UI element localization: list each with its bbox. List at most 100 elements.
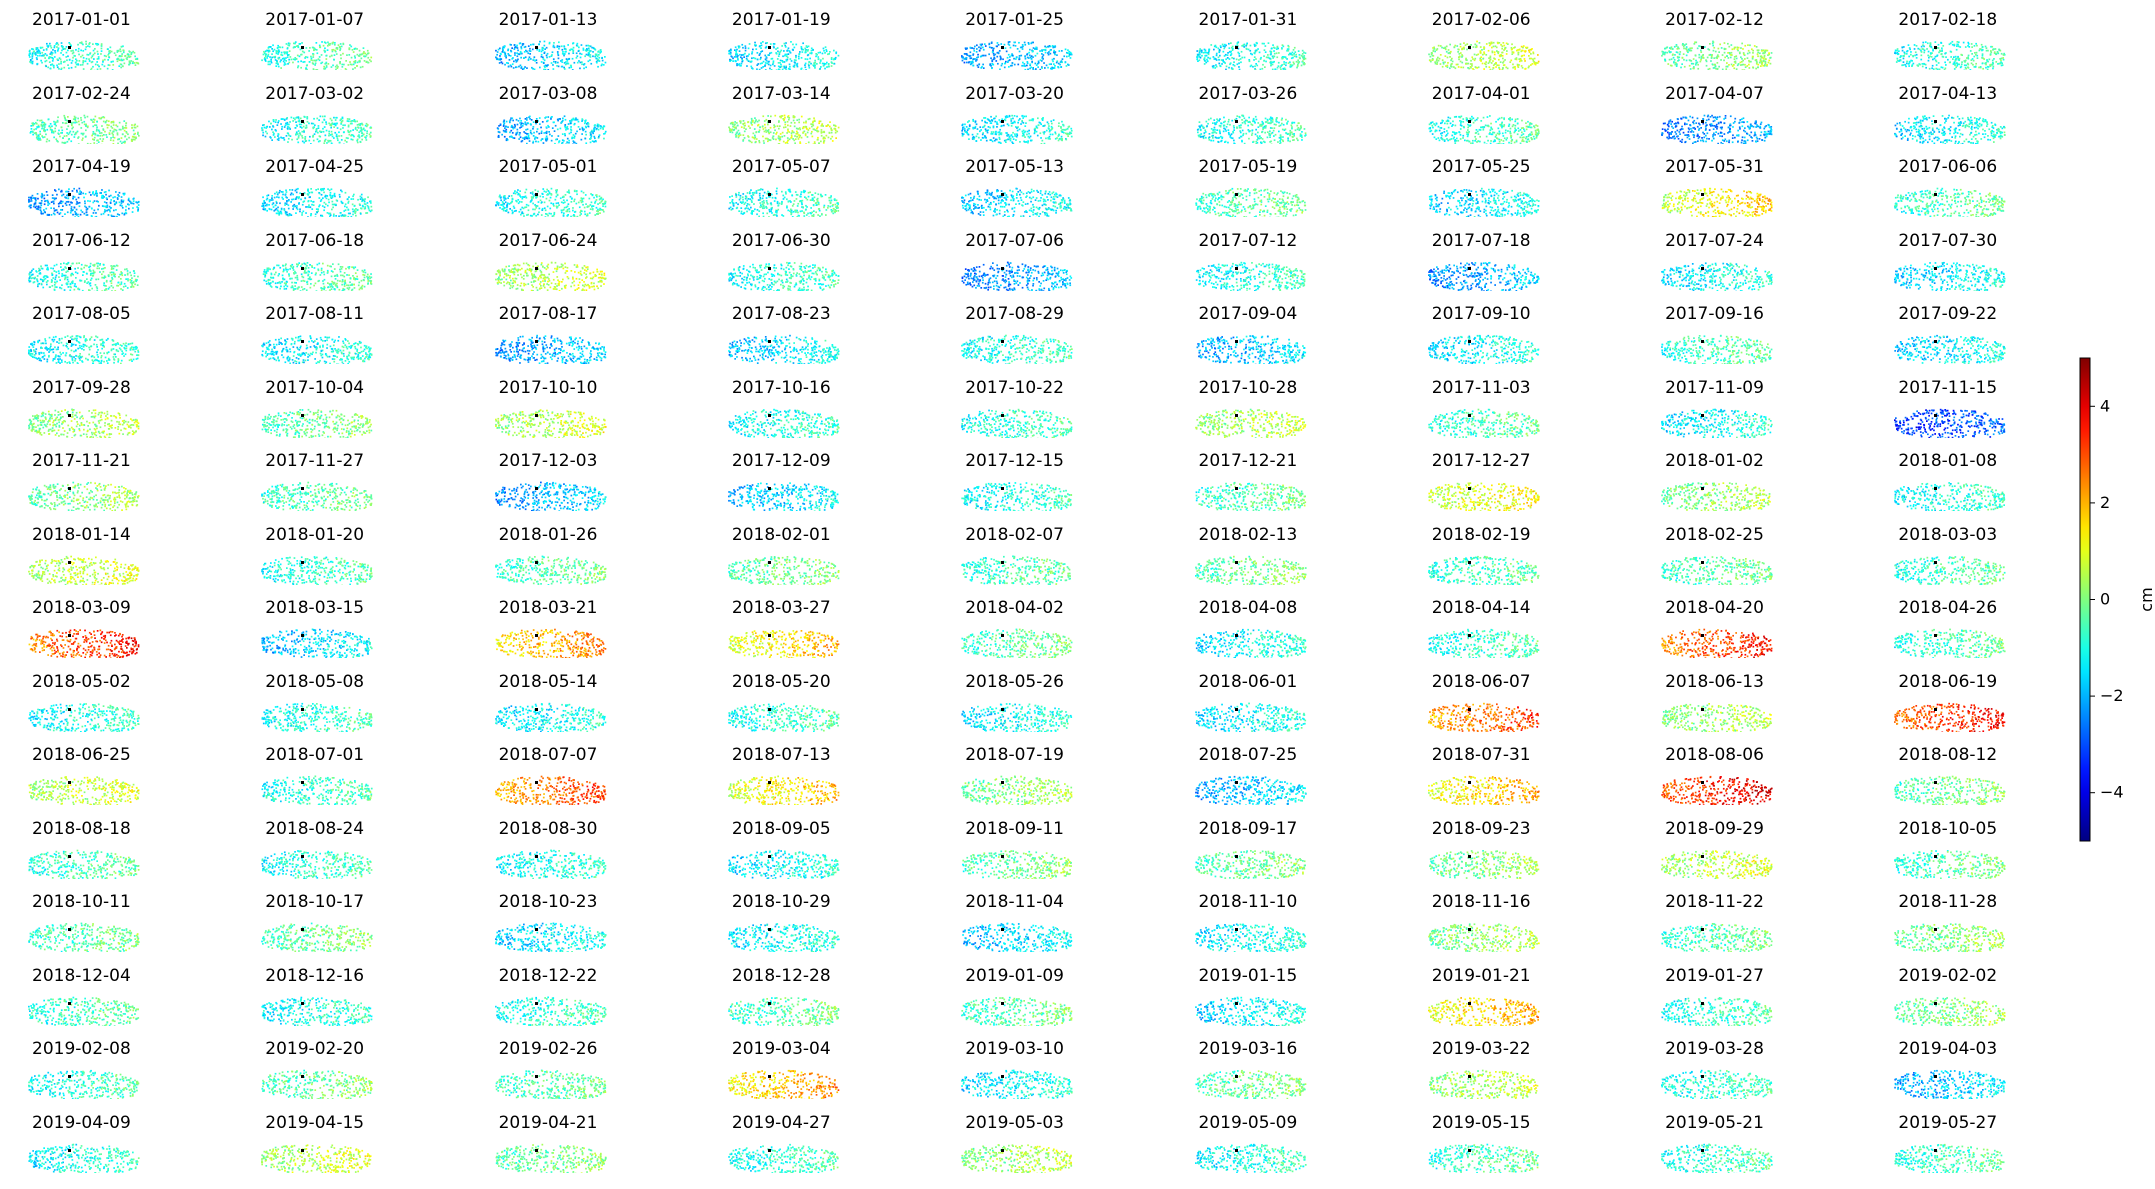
displacement-map — [28, 849, 140, 879]
reference-point-marker — [68, 781, 71, 784]
displacement-map — [261, 41, 373, 70]
panel-date-title: 2018-06-07 — [1432, 672, 1531, 692]
map-panel: 2017-09-22 — [1866, 294, 2066, 364]
map-panel: 2017-10-28 — [1167, 368, 1367, 438]
displacement-points — [727, 334, 840, 364]
displacement-points — [261, 481, 373, 511]
reference-point-marker — [534, 487, 538, 490]
reference-point-marker — [301, 854, 305, 858]
panel-date-title: 2018-08-12 — [1898, 745, 1997, 765]
panel-date-title: 2017-05-01 — [499, 157, 598, 177]
panel-date-title: 2018-03-27 — [732, 598, 831, 618]
displacement-map — [1894, 187, 2006, 217]
reference-point-marker — [1467, 854, 1471, 858]
displacement-points — [494, 40, 606, 70]
map-panel: 2018-12-04 — [0, 956, 200, 1026]
colorbar-label: cm — [2137, 587, 2155, 611]
reference-point-marker — [1234, 781, 1238, 784]
reference-point-marker — [1934, 1148, 1938, 1152]
reference-point-marker — [1467, 1148, 1471, 1152]
map-panel: 2017-12-15 — [933, 441, 1133, 511]
displacement-points — [961, 187, 1073, 217]
displacement-map — [494, 187, 607, 217]
displacement-points — [1194, 408, 1306, 438]
displacement-points — [28, 922, 140, 952]
displacement-map — [1196, 114, 1307, 144]
reference-point-marker — [767, 928, 771, 931]
map-panel: 2017-04-13 — [1866, 74, 2066, 144]
displacement-map — [1428, 628, 1540, 658]
displacement-points — [28, 408, 140, 438]
map-panel: 2017-09-28 — [0, 368, 200, 438]
displacement-points — [1428, 408, 1540, 438]
displacement-map — [1661, 40, 1773, 70]
map-panel: 2018-05-26 — [933, 662, 1133, 732]
displacement-points — [495, 1143, 607, 1173]
displacement-map — [1894, 849, 2006, 879]
reference-point-marker — [1934, 928, 1938, 931]
displacement-map — [961, 334, 1073, 364]
displacement-map — [494, 922, 607, 952]
displacement-points — [261, 408, 373, 438]
displacement-map — [1428, 482, 1540, 511]
reference-point-marker — [1467, 781, 1471, 784]
map-panel: 2017-06-24 — [467, 221, 667, 291]
displacement-points — [961, 482, 1073, 511]
panel-date-title: 2017-05-13 — [965, 157, 1064, 177]
displacement-points — [1195, 628, 1307, 658]
reference-point-marker — [1467, 634, 1471, 637]
displacement-points — [962, 922, 1073, 952]
panel-date-title: 2019-01-15 — [1199, 966, 1298, 986]
displacement-map — [728, 261, 840, 291]
reference-point-marker — [68, 119, 71, 123]
displacement-map — [961, 114, 1073, 144]
reference-point-marker — [1701, 1075, 1705, 1078]
panel-date-title: 2017-12-09 — [732, 451, 831, 471]
map-panel: 2017-07-06 — [933, 221, 1133, 291]
displacement-points — [261, 187, 373, 217]
displacement-points — [1194, 923, 1306, 952]
displacement-map — [727, 482, 839, 511]
map-panel: 2019-03-10 — [933, 1029, 1133, 1099]
reference-point-marker — [1234, 1001, 1238, 1005]
panel-date-title: 2018-09-17 — [1199, 819, 1298, 839]
displacement-points — [261, 922, 373, 952]
map-panel: 2018-12-16 — [233, 956, 433, 1026]
displacement-points — [261, 1069, 373, 1099]
displacement-map — [1194, 1069, 1306, 1099]
displacement-points — [1428, 1143, 1539, 1173]
panel-date-title: 2019-05-15 — [1432, 1113, 1531, 1133]
map-panel: 2018-02-13 — [1167, 515, 1367, 585]
displacement-points — [1894, 40, 2006, 70]
panel-date-title: 2017-04-25 — [265, 157, 364, 177]
displacement-map — [495, 1143, 607, 1173]
panel-date-title: 2018-03-15 — [265, 598, 364, 618]
reference-point-marker — [767, 1075, 771, 1078]
displacement-map — [261, 996, 373, 1026]
panel-date-title: 2018-07-25 — [1199, 745, 1298, 765]
displacement-points — [1894, 996, 2006, 1026]
map-panel: 2018-03-03 — [1866, 515, 2066, 585]
displacement-map — [961, 482, 1073, 511]
panel-date-title: 2019-03-04 — [732, 1039, 831, 1059]
map-panel: 2019-02-20 — [233, 1029, 433, 1099]
panel-date-title: 2017-01-01 — [32, 10, 131, 30]
reference-point-marker — [1234, 413, 1238, 417]
panel-date-title: 2018-06-25 — [32, 745, 131, 765]
displacement-points — [28, 481, 140, 511]
displacement-map — [1661, 849, 1773, 879]
displacement-map — [28, 1143, 140, 1173]
map-panel: 2017-07-24 — [1633, 221, 1833, 291]
displacement-points — [1894, 261, 2006, 291]
map-panel: 2017-05-19 — [1167, 147, 1367, 217]
reference-point-marker — [1701, 413, 1705, 417]
map-panel: 2018-04-02 — [933, 588, 1133, 658]
displacement-points — [1894, 702, 2006, 732]
displacement-map — [728, 630, 840, 658]
map-panel: 2017-11-27 — [233, 441, 433, 511]
panel-date-title: 2019-04-27 — [732, 1113, 831, 1133]
reference-point-marker — [1234, 46, 1238, 49]
displacement-map — [727, 702, 840, 732]
displacement-points — [261, 775, 373, 805]
